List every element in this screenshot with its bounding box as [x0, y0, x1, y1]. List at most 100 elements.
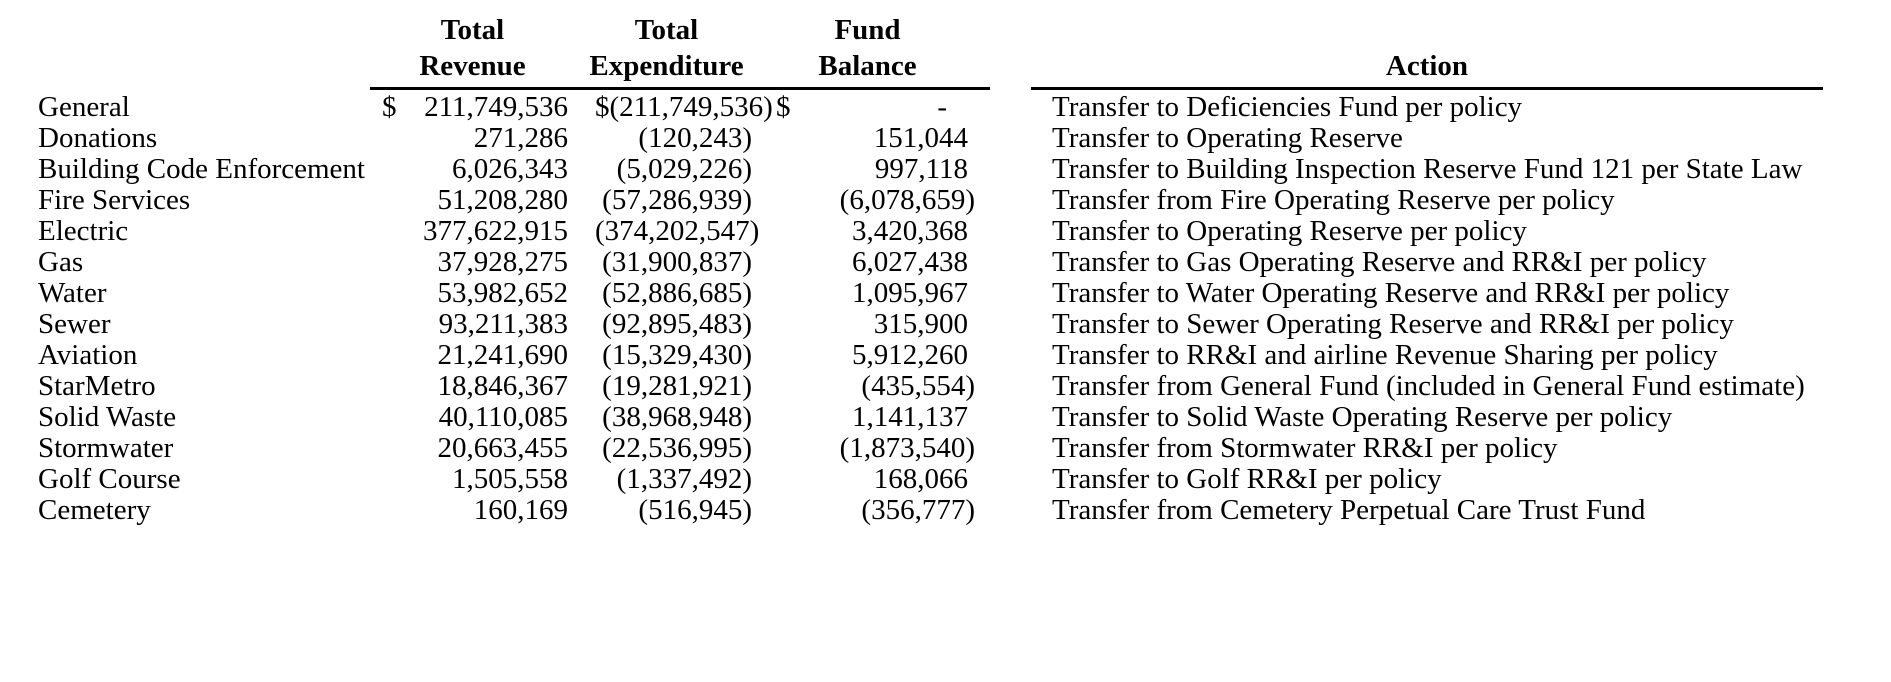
total-expenditure-cell: (374,202,547) — [575, 216, 759, 247]
total-expenditure-cell: (52,886,685) — [575, 278, 758, 309]
revenue-value: 160,169 — [473, 494, 568, 526]
balance-value: 6,027,438 — [852, 246, 968, 278]
action-text: Transfer from Fire Operating Reserve per… — [1052, 184, 1615, 216]
action-text: Transfer from General Fund (included in … — [1052, 370, 1805, 402]
expenditure-value: (19,281,921) — [602, 370, 752, 402]
fund-name: Cemetery — [38, 494, 151, 526]
expenditure-value: (57,286,939) — [602, 184, 752, 216]
balance-value: 168,066 — [873, 463, 968, 495]
fund-name-cell: StarMetro — [38, 371, 370, 402]
fund-name-cell: Sewer — [38, 309, 370, 340]
total-expenditure-cell: (57,286,939) — [575, 185, 758, 216]
fund-balance-cell: 5,912,260 — [758, 340, 977, 371]
currency-symbol: $ — [595, 91, 610, 123]
table-header-line2: Revenue Expenditure Balance Action — [38, 48, 1891, 86]
fund-balance-cell: 3,420,368 — [758, 216, 977, 247]
total-expenditure-cell: (38,968,948) — [575, 402, 758, 433]
total-revenue-cell: 6,026,343 — [370, 154, 575, 185]
balance-value: - — [937, 91, 947, 123]
fund-name: Building Code Enforcement — [38, 153, 365, 185]
balance-value: (6,078,659) — [839, 184, 975, 216]
fund-name: Water — [38, 277, 107, 309]
total-revenue-cell: 93,211,383 — [370, 309, 575, 340]
revenue-value: 40,110,085 — [438, 401, 568, 433]
column-gap — [977, 433, 1031, 464]
expenditure-value: (52,886,685) — [602, 277, 752, 309]
total-revenue-cell: 18,846,367 — [370, 371, 575, 402]
total-expenditure-cell: (19,281,921) — [575, 371, 758, 402]
table-row: Donations 271,286 (120,243) 151,044 Tran… — [38, 123, 1891, 154]
total-revenue-cell: 1,505,558 — [370, 464, 575, 495]
table-row: Fire Services 51,208,280 (57,286,939) (6… — [38, 185, 1891, 216]
revenue-value: 211,749,536 — [424, 91, 568, 123]
fund-name-cell: Gas — [38, 247, 370, 278]
total-revenue-cell: $ 211,749,536 — [370, 92, 575, 123]
action-text: Transfer to Golf RR&I per policy — [1052, 463, 1442, 495]
total-expenditure-cell: $ (211,749,536) — [575, 91, 773, 123]
fund-name: Electric — [38, 215, 129, 247]
action-text: Transfer to Sewer Operating Reserve and … — [1052, 308, 1734, 340]
action-cell: Transfer to Golf RR&I per policy — [1031, 464, 1823, 495]
revenue-value: 93,211,383 — [438, 308, 568, 340]
fund-balance-cell: 168,066 — [758, 464, 977, 495]
action-cell: Transfer from General Fund (included in … — [1031, 371, 1823, 402]
underline-gap — [990, 87, 1031, 90]
revenue-value: 20,663,455 — [437, 432, 569, 464]
balance-value: 3,420,368 — [852, 215, 968, 247]
table-row: Aviation 21,241,690 (15,329,430) 5,912,2… — [38, 340, 1891, 371]
column-gap — [977, 309, 1031, 340]
header-total-revenue-line1: Total — [440, 14, 505, 46]
balance-value: 1,141,137 — [852, 401, 968, 433]
fund-balance-cell: (1,873,540) — [758, 433, 977, 464]
total-revenue-cell: 51,208,280 — [370, 185, 575, 216]
action-cell: Transfer to Operating Reserve — [1031, 123, 1823, 154]
table-row: Electric 377,622,915 (374,202,547) 3,420… — [38, 216, 1891, 247]
total-expenditure-cell: (5,029,226) — [575, 154, 758, 185]
total-revenue-cell: 160,169 — [370, 495, 575, 526]
expenditure-value: (211,749,536) — [609, 91, 773, 123]
fund-name-cell: Donations — [38, 123, 370, 154]
action-text: Transfer to Operating Reserve per policy — [1052, 215, 1527, 247]
action-column-underline — [1031, 87, 1823, 90]
total-revenue-cell: 53,982,652 — [370, 278, 575, 309]
fund-name: Sewer — [38, 308, 111, 340]
action-text: Transfer to Water Operating Reserve and … — [1052, 277, 1730, 309]
total-revenue-cell: 377,622,915 — [370, 216, 575, 247]
revenue-value: 21,241,690 — [437, 339, 569, 371]
revenue-value: 53,982,652 — [437, 277, 569, 309]
action-cell: Transfer to Solid Waste Operating Reserv… — [1031, 402, 1823, 433]
fund-balance-cell: 1,141,137 — [758, 402, 977, 433]
table-row: Solid Waste 40,110,085 (38,968,948) 1,14… — [38, 402, 1891, 433]
fund-balance-cell: $ - — [758, 92, 977, 123]
fund-name: Aviation — [38, 339, 138, 371]
total-expenditure-cell: (1,337,492) — [575, 464, 758, 495]
balance-value: 1,095,967 — [852, 277, 968, 309]
action-cell: Transfer to RR&I and airline Revenue Sha… — [1031, 340, 1823, 371]
table-row: Cemetery 160,169 (516,945) (356,777) Tra… — [38, 495, 1891, 526]
expenditure-value: (38,968,948) — [602, 401, 752, 433]
fund-name: Gas — [38, 246, 84, 278]
balance-value: 151,044 — [873, 122, 968, 154]
balance-value: (1,873,540) — [839, 432, 975, 464]
total-expenditure-cell: (120,243) — [575, 123, 758, 154]
table-header-line1: Total Total Fund — [38, 12, 1891, 48]
header-fund-balance-line1: Fund — [834, 14, 901, 46]
fund-name-cell: Water — [38, 278, 370, 309]
fund-name: Fire Services — [38, 184, 191, 216]
fund-name: Stormwater — [38, 432, 174, 464]
fund-balance-cell: (6,078,659) — [758, 185, 977, 216]
numeric-columns-underline — [370, 87, 990, 90]
total-expenditure-cell: (15,329,430) — [575, 340, 758, 371]
balance-value: 997,118 — [874, 153, 968, 185]
fund-name-cell: Building Code Enforcement — [38, 154, 370, 185]
revenue-value: 1,505,558 — [452, 463, 568, 495]
table-row: General $ 211,749,536 $ (211,749,536) $ … — [38, 92, 1891, 123]
expenditure-value: (31,900,837) — [602, 246, 752, 278]
total-expenditure-cell: (516,945) — [575, 495, 758, 526]
action-text: Transfer to RR&I and airline Revenue Sha… — [1052, 339, 1718, 371]
header-fund-column-spacer — [38, 12, 370, 48]
fund-name-cell: Solid Waste — [38, 402, 370, 433]
revenue-value: 271,286 — [473, 122, 568, 154]
fund-name-cell: Fire Services — [38, 185, 370, 216]
table-row: StarMetro 18,846,367 (19,281,921) (435,5… — [38, 371, 1891, 402]
